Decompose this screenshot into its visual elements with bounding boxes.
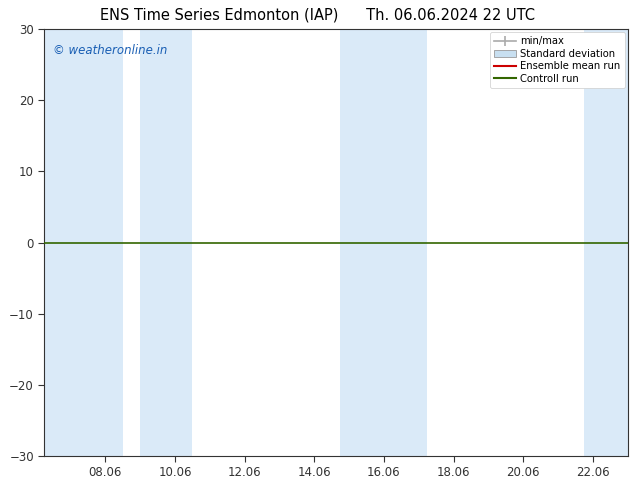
Legend: min/max, Standard deviation, Ensemble mean run, Controll run: min/max, Standard deviation, Ensemble me…: [491, 32, 624, 88]
Bar: [140, 29, 192, 456]
Text: © weatheronline.in: © weatheronline.in: [53, 44, 167, 57]
Bar: [340, 29, 384, 456]
Text: ENS Time Series Edmonton (IAP)      Th. 06.06.2024 22 UTC: ENS Time Series Edmonton (IAP) Th. 06.06…: [100, 7, 534, 23]
Bar: [584, 29, 628, 456]
Bar: [384, 29, 427, 456]
Bar: [44, 29, 123, 456]
